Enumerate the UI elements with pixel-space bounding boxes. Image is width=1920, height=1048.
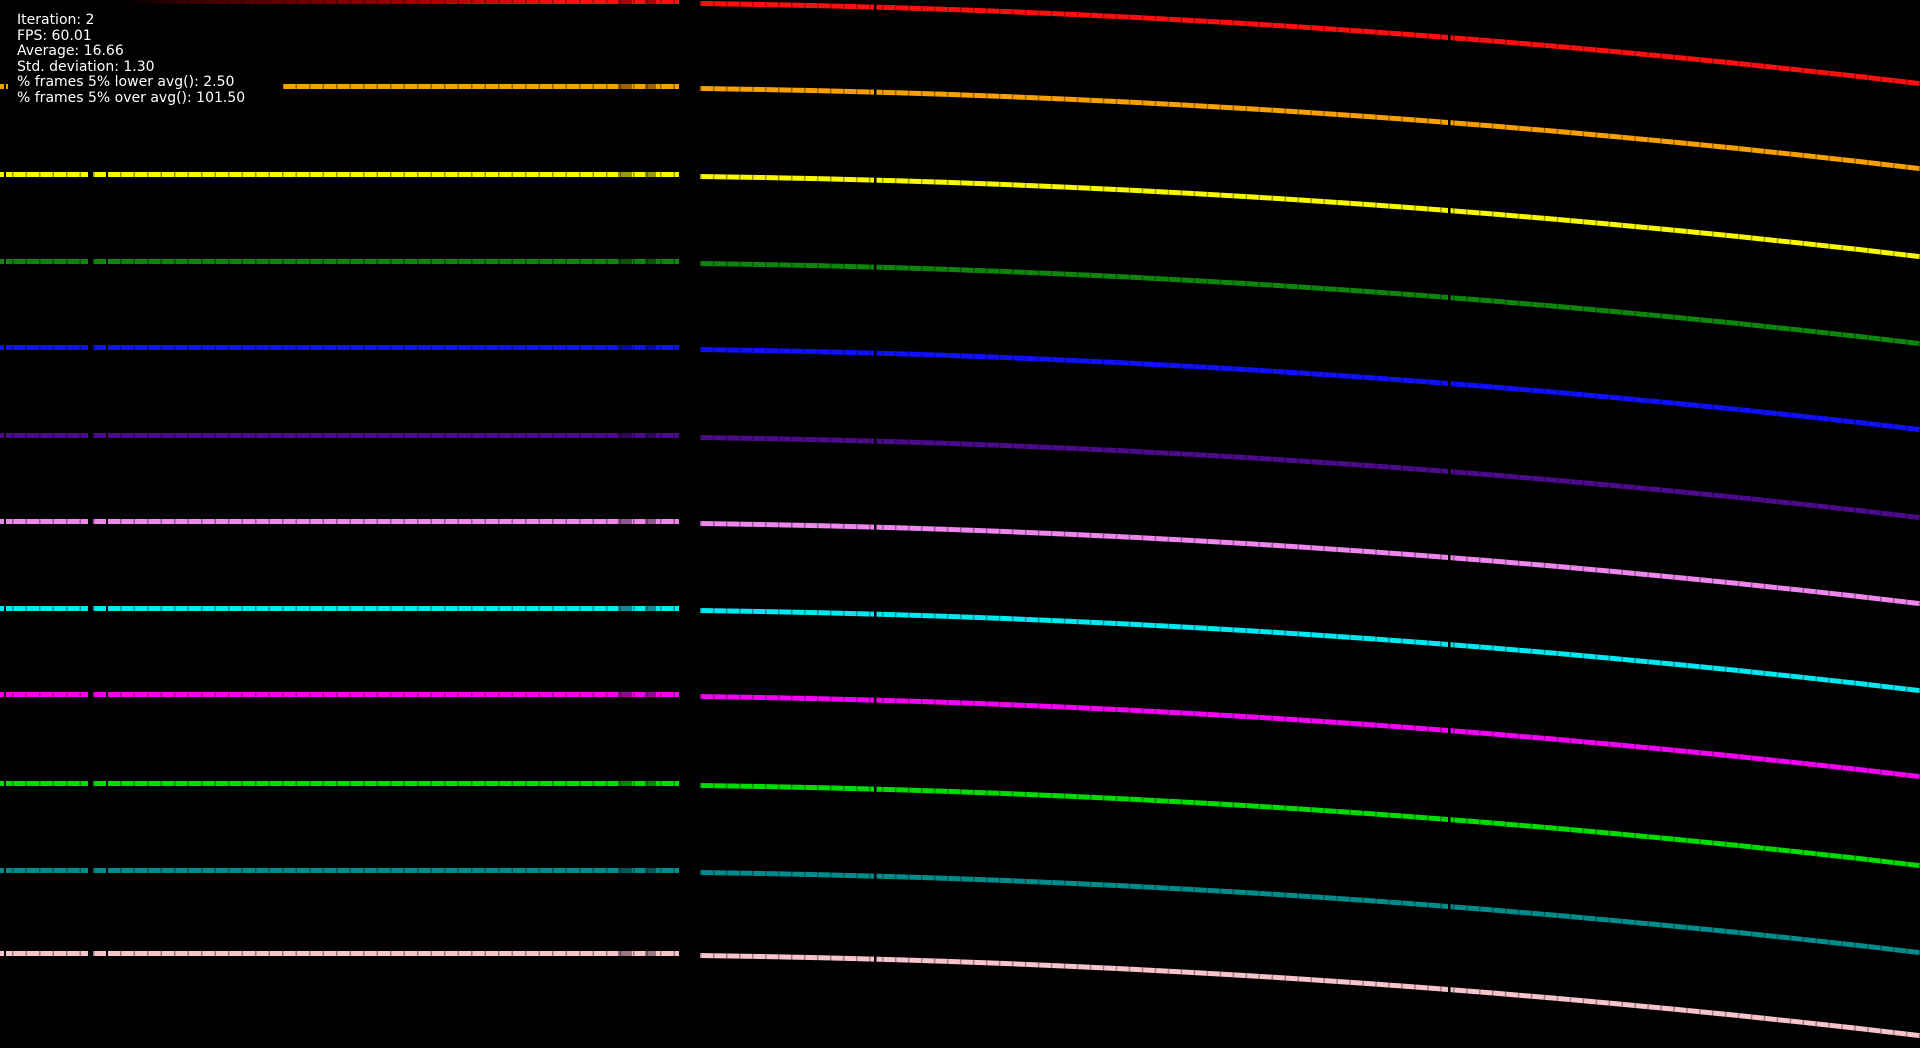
line-lime-flat (0, 780, 679, 786)
line-dim-patch (618, 0, 632, 1048)
line-violet-arc (699, 521, 1920, 607)
line-magenta-flat (0, 691, 679, 697)
hud-frames-lower: % frames 5% lower avg(): 2.50 (17, 74, 235, 91)
left-tile (0, 0, 679, 1048)
hud-fps: FPS: 60.01 (17, 27, 92, 44)
line-blue-joints (699, 347, 1920, 433)
line-indigo-joints (699, 435, 1920, 521)
line-blue-arc (699, 347, 1920, 433)
line-red-arc (699, 1, 1920, 87)
line-pink-flat (0, 950, 679, 956)
hud-std-dev: Std. deviation: 1.30 (17, 58, 155, 75)
line-violet-flat (0, 518, 679, 524)
line-red-flat (0, 0, 679, 4)
line-red-joints (699, 1, 1920, 87)
line-green-flat (0, 258, 679, 264)
line-blue-flat (0, 344, 679, 350)
line-yellow-flat (0, 171, 679, 177)
line-orange-joints (699, 86, 1920, 172)
line-green-joints (699, 261, 1920, 347)
hud-average: Average: 16.66 (17, 43, 124, 60)
hud-frames-over: % frames 5% over avg(): 101.50 (17, 89, 246, 106)
line-magenta-joints (699, 694, 1920, 780)
line-dim-patch (645, 0, 656, 1048)
line-gap (88, 0, 93, 1048)
line-pink-arc (699, 953, 1920, 1039)
line-pink-joints (699, 953, 1920, 1039)
line-yellow-joints (699, 174, 1920, 260)
arc-tick-break (1448, 0, 1451, 1048)
line-cyan-joints (699, 608, 1920, 694)
line-teal-flat (0, 867, 679, 873)
line-tick (106, 0, 108, 1048)
line-gap (4, 0, 6, 1048)
line-cyan-flat (0, 605, 679, 611)
arc-tick-break (874, 0, 877, 1048)
line-orange-flat (0, 83, 679, 89)
line-teal-joints (699, 870, 1920, 956)
line-lime-joints (699, 783, 1920, 869)
line-lime-arc (699, 783, 1920, 869)
line-cyan-arc (699, 608, 1920, 694)
line-orange-arc (699, 86, 1920, 172)
line-indigo-arc (699, 435, 1920, 521)
line-yellow-arc (699, 174, 1920, 260)
fps-overlay: Iteration: 2 FPS: 60.01 Average: 16.66 S… (8, 5, 283, 106)
line-green-arc (699, 261, 1920, 347)
line-teal-arc (699, 870, 1920, 956)
line-magenta-arc (699, 694, 1920, 780)
line-violet-joints (699, 521, 1920, 607)
hud-iteration: Iteration: 2 (17, 12, 95, 28)
line-indigo-flat (0, 432, 679, 438)
